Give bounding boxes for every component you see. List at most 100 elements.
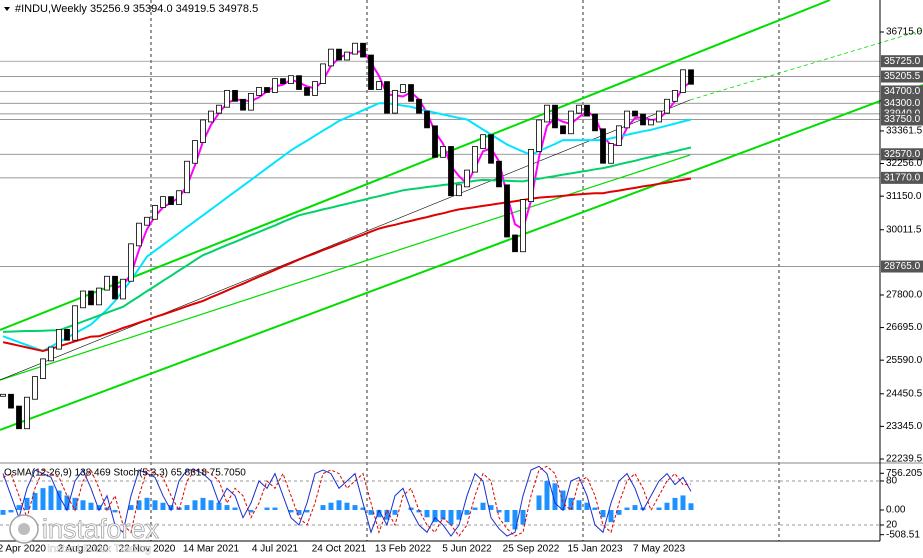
y-tick-label: 756.205 <box>886 468 923 479</box>
candle <box>416 98 422 114</box>
osma-bar <box>552 483 558 510</box>
level-label: 35205.5 <box>884 71 921 82</box>
y-tick-label: 22239.5 <box>886 454 923 465</box>
candle <box>352 42 358 55</box>
trend-channel <box>0 0 923 431</box>
candle <box>464 169 470 188</box>
candle <box>344 51 350 61</box>
osma-bar <box>216 502 222 510</box>
osma-bar <box>560 490 566 510</box>
level-label: 34300.0 <box>884 98 921 109</box>
osma-bar <box>32 492 38 510</box>
candle <box>0 393 6 397</box>
candle <box>224 90 230 108</box>
osma-bar <box>352 505 358 510</box>
osma-bar <box>200 497 206 510</box>
y-tick-label: 0.00 <box>886 505 906 516</box>
osma-bar <box>600 509 606 518</box>
osma-bar <box>424 509 430 518</box>
oscillator-panel <box>0 465 880 537</box>
period-separators <box>150 0 780 541</box>
osma-bar <box>360 507 366 510</box>
y-tick-label: 25590.0 <box>886 355 923 366</box>
osma-bar <box>336 500 342 510</box>
x-tick-label: 12 Apr 2020 <box>0 544 46 555</box>
candle <box>192 140 198 164</box>
candle <box>488 134 494 164</box>
x-tick-label: 14 Mar 2021 <box>183 544 240 555</box>
candle <box>208 110 214 123</box>
osma-bar <box>144 497 150 510</box>
candle <box>512 234 518 253</box>
candle <box>336 48 342 61</box>
candle <box>472 146 478 173</box>
y-tick-label: 33361.5 <box>886 126 923 137</box>
osma-bar <box>112 509 118 513</box>
level-label: 31770.0 <box>884 173 921 184</box>
osma-bar <box>616 509 622 515</box>
moving-average <box>2 146 692 333</box>
candle <box>16 405 22 430</box>
candle <box>120 278 126 300</box>
candle <box>144 216 150 226</box>
osma-bar <box>160 502 166 510</box>
candle <box>664 98 670 114</box>
y-tick-label: 20 <box>886 520 898 531</box>
osma-bar <box>544 480 550 510</box>
candle <box>40 358 46 379</box>
osma-bar <box>264 507 270 510</box>
candle <box>632 110 638 117</box>
level-label: 28765.0 <box>884 261 921 272</box>
osma-bar <box>152 500 158 510</box>
osma-bar <box>432 509 438 523</box>
candle <box>328 48 334 67</box>
y-tick-label: 26695.0 <box>886 322 923 333</box>
watermark: instaforex Instant Forex Trading <box>9 514 160 555</box>
level-box <box>881 148 923 161</box>
osma-bar <box>232 507 238 510</box>
candle <box>112 275 118 300</box>
candle <box>88 290 94 306</box>
x-tick-label: 5 Jun 2022 <box>442 544 492 555</box>
level-label: 32570.0 <box>884 149 921 160</box>
osma-bar <box>224 505 230 510</box>
menu-arrow <box>4 7 10 11</box>
osma-bar <box>248 509 254 513</box>
osma-bar <box>64 495 70 510</box>
osma-bar <box>624 507 630 510</box>
osma-bar <box>8 509 14 513</box>
candle <box>392 90 398 114</box>
candle <box>568 110 574 135</box>
osma-bar <box>608 509 614 523</box>
candle <box>280 78 286 84</box>
candle <box>168 196 174 205</box>
candle <box>104 275 110 291</box>
x-tick-label: 15 Jan 2023 <box>567 544 622 555</box>
osma-bar <box>88 502 94 510</box>
candle <box>136 222 142 247</box>
level-box <box>881 171 923 184</box>
price-panel <box>0 42 694 430</box>
x-tick-label: 13 Feb 2022 <box>375 544 432 555</box>
axis-labels: 35725.035205.534700.034300.033940.033750… <box>0 27 923 555</box>
osma-bar <box>208 500 214 510</box>
candle <box>216 104 222 114</box>
osma-bar <box>72 497 78 510</box>
x-tick-label: 4 Jul 2021 <box>252 544 299 555</box>
osma-bar <box>96 505 102 510</box>
candle <box>312 81 318 96</box>
candle <box>576 104 582 114</box>
osma-bar <box>456 509 462 520</box>
x-tick-label: 24 Oct 2021 <box>312 544 367 555</box>
osma-bar <box>496 509 502 513</box>
candle <box>368 54 374 90</box>
osma-bar <box>672 497 678 510</box>
candle <box>536 119 542 152</box>
candle <box>456 184 462 197</box>
osma-bar <box>440 509 446 520</box>
candle <box>272 78 278 93</box>
candle <box>648 119 654 126</box>
osma-bar <box>392 509 398 515</box>
candle <box>296 75 302 90</box>
osma-bar <box>472 507 478 510</box>
